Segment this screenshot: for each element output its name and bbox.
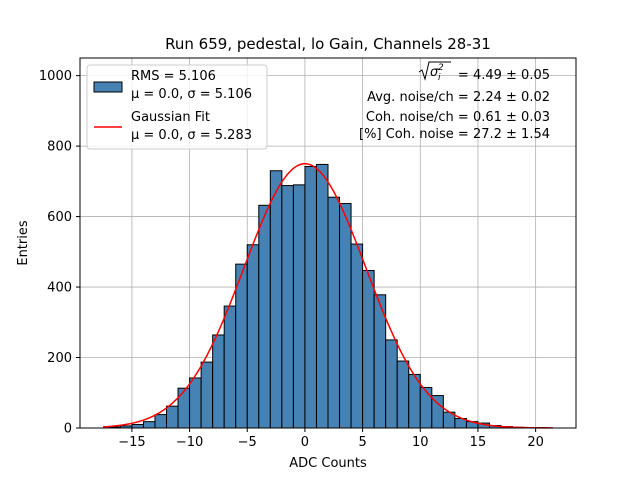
- histogram-bar: [246, 244, 260, 429]
- plot-frame: [79, 57, 577, 429]
- annotation-coh-noise: Coh. noise/ch = 0.61 ± 0.03: [366, 110, 550, 125]
- histogram-bar: [292, 184, 306, 429]
- legend-label-fit: Gaussian Fit: [131, 110, 210, 125]
- annotation-avg-noise: Avg. noise/ch = 2.24 ± 0.02: [367, 90, 550, 105]
- y-tick-label: 600: [47, 210, 72, 225]
- legend: RMS = 5.106 μ = 0.0, σ = 5.106 Gaussian …: [86, 64, 268, 150]
- histogram-bar: [154, 414, 168, 429]
- histogram-bar: [362, 269, 375, 429]
- annotation-sigma: = 4.49 ± 0.05: [458, 68, 550, 83]
- x-tick-label: −10: [176, 435, 203, 450]
- legend-box: [86, 64, 268, 150]
- gaussian-fit-curve: [103, 162, 553, 429]
- x-tick-label: 15: [470, 435, 487, 450]
- x-axis-ticks: −15 −10 −5 0 5 10 15 20: [118, 428, 544, 450]
- histogram-bar: [304, 166, 317, 429]
- histogram-bar: [419, 386, 433, 429]
- histogram-bar: [350, 243, 364, 429]
- grid: [80, 58, 576, 429]
- sqrt-sigma-symbol: σ 2 i: [418, 61, 451, 83]
- histogram-bar: [258, 204, 271, 429]
- x-tick-label: 20: [527, 435, 544, 450]
- svg-text:2: 2: [438, 63, 444, 73]
- y-axis-label: Entries: [16, 220, 31, 266]
- histogram-bar: [166, 405, 179, 429]
- svg-text:σ: σ: [430, 65, 439, 80]
- histogram-bar: [281, 185, 294, 429]
- x-axis-label: ADC Counts: [289, 456, 367, 471]
- histogram-bar: [235, 263, 248, 429]
- chart-title: Run 659, pedestal, lo Gain, Channels 28-…: [165, 35, 491, 53]
- x-tick-label: −15: [118, 435, 145, 450]
- histogram-bar: [269, 170, 283, 429]
- y-axis-ticks: 0 200 400 600 800 1000: [39, 69, 80, 437]
- y-tick-label: 400: [47, 281, 72, 296]
- stats-annotations: σ 2 i = 4.49 ± 0.05 Avg. noise/ch = 2.24…: [359, 61, 550, 142]
- x-tick-label: 10: [412, 435, 429, 450]
- histogram-bar: [396, 360, 410, 429]
- legend-sublabel-histogram: μ = 0.0, σ = 5.106: [131, 87, 252, 102]
- y-tick-label: 200: [47, 351, 72, 366]
- legend-sublabel-fit: μ = 0.0, σ = 5.283: [131, 128, 252, 143]
- histogram-bar: [212, 334, 225, 429]
- x-tick-label: 5: [358, 435, 366, 450]
- histogram-bars: [108, 163, 548, 429]
- y-tick-label: 800: [47, 140, 72, 155]
- histogram-bar: [339, 203, 352, 429]
- histogram-bar: [200, 361, 214, 429]
- y-tick-label: 1000: [39, 69, 72, 84]
- legend-swatch-histogram: [93, 81, 123, 93]
- x-tick-label: 0: [301, 435, 309, 450]
- histogram-bar: [223, 305, 237, 429]
- histogram-bar: [177, 387, 191, 429]
- legend-label-histogram: RMS = 5.106: [131, 69, 216, 84]
- histogram-bar: [131, 423, 144, 429]
- histogram-bar: [327, 196, 341, 429]
- histogram-bar: [189, 377, 202, 429]
- x-tick-label: −5: [238, 435, 257, 450]
- svg-text:i: i: [438, 73, 441, 83]
- histogram-bar: [385, 339, 398, 429]
- histogram-bar: [315, 163, 329, 429]
- histogram-bar: [142, 421, 156, 429]
- annotation-coh-percent: [%] Coh. noise = 27.2 ± 1.54: [359, 127, 550, 142]
- y-tick-label: 0: [64, 422, 72, 437]
